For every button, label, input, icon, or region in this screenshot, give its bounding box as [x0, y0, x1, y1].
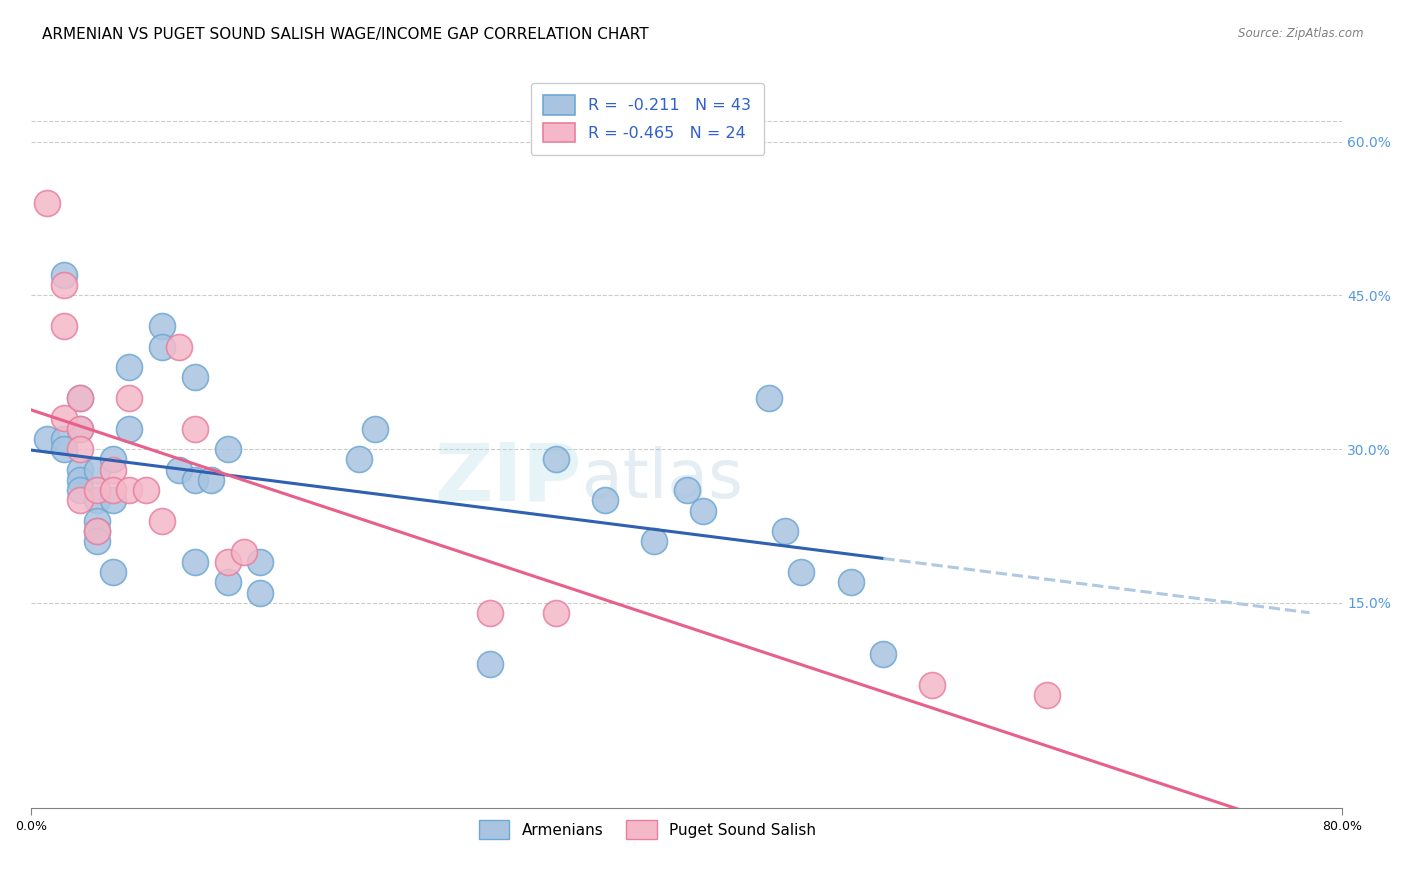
Point: [544, 606, 567, 620]
Point: [86, 534, 108, 549]
Point: [233, 544, 256, 558]
Text: ZIP: ZIP: [434, 440, 582, 517]
Point: [184, 473, 207, 487]
Point: [86, 524, 108, 538]
Point: [52, 432, 75, 446]
Point: [593, 493, 616, 508]
Point: [643, 534, 665, 549]
Point: [150, 319, 173, 334]
Point: [69, 421, 91, 435]
Point: [217, 575, 239, 590]
Point: [69, 421, 91, 435]
Point: [118, 360, 141, 375]
Point: [839, 575, 862, 590]
Text: atlas: atlas: [582, 446, 742, 512]
Point: [217, 555, 239, 569]
Point: [249, 585, 271, 599]
Point: [675, 483, 697, 497]
Point: [347, 452, 370, 467]
Point: [69, 442, 91, 456]
Point: [184, 421, 207, 435]
Point: [478, 606, 501, 620]
Point: [86, 514, 108, 528]
Point: [921, 678, 943, 692]
Point: [86, 462, 108, 476]
Point: [37, 196, 59, 211]
Point: [544, 452, 567, 467]
Point: [101, 452, 124, 467]
Point: [249, 555, 271, 569]
Point: [101, 493, 124, 508]
Point: [184, 370, 207, 384]
Point: [1036, 688, 1059, 702]
Point: [69, 473, 91, 487]
Point: [52, 268, 75, 282]
Point: [52, 442, 75, 456]
Text: ARMENIAN VS PUGET SOUND SALISH WAGE/INCOME GAP CORRELATION CHART: ARMENIAN VS PUGET SOUND SALISH WAGE/INCO…: [42, 27, 648, 42]
Point: [217, 442, 239, 456]
Text: Source: ZipAtlas.com: Source: ZipAtlas.com: [1239, 27, 1364, 40]
Point: [150, 514, 173, 528]
Point: [101, 462, 124, 476]
Point: [101, 565, 124, 579]
Point: [872, 647, 894, 661]
Point: [101, 483, 124, 497]
Point: [118, 391, 141, 405]
Point: [69, 483, 91, 497]
Point: [37, 432, 59, 446]
Point: [150, 340, 173, 354]
Point: [86, 524, 108, 538]
Point: [52, 319, 75, 334]
Point: [69, 391, 91, 405]
Point: [86, 483, 108, 497]
Point: [758, 391, 780, 405]
Point: [69, 462, 91, 476]
Point: [773, 524, 796, 538]
Point: [200, 473, 222, 487]
Point: [135, 483, 157, 497]
Point: [167, 462, 190, 476]
Point: [167, 340, 190, 354]
Point: [69, 493, 91, 508]
Point: [118, 483, 141, 497]
Legend: Armenians, Puget Sound Salish: Armenians, Puget Sound Salish: [472, 814, 823, 845]
Point: [52, 411, 75, 425]
Point: [364, 421, 387, 435]
Point: [118, 421, 141, 435]
Point: [52, 278, 75, 293]
Point: [86, 493, 108, 508]
Point: [790, 565, 813, 579]
Point: [69, 391, 91, 405]
Point: [692, 503, 714, 517]
Point: [478, 657, 501, 672]
Point: [184, 555, 207, 569]
